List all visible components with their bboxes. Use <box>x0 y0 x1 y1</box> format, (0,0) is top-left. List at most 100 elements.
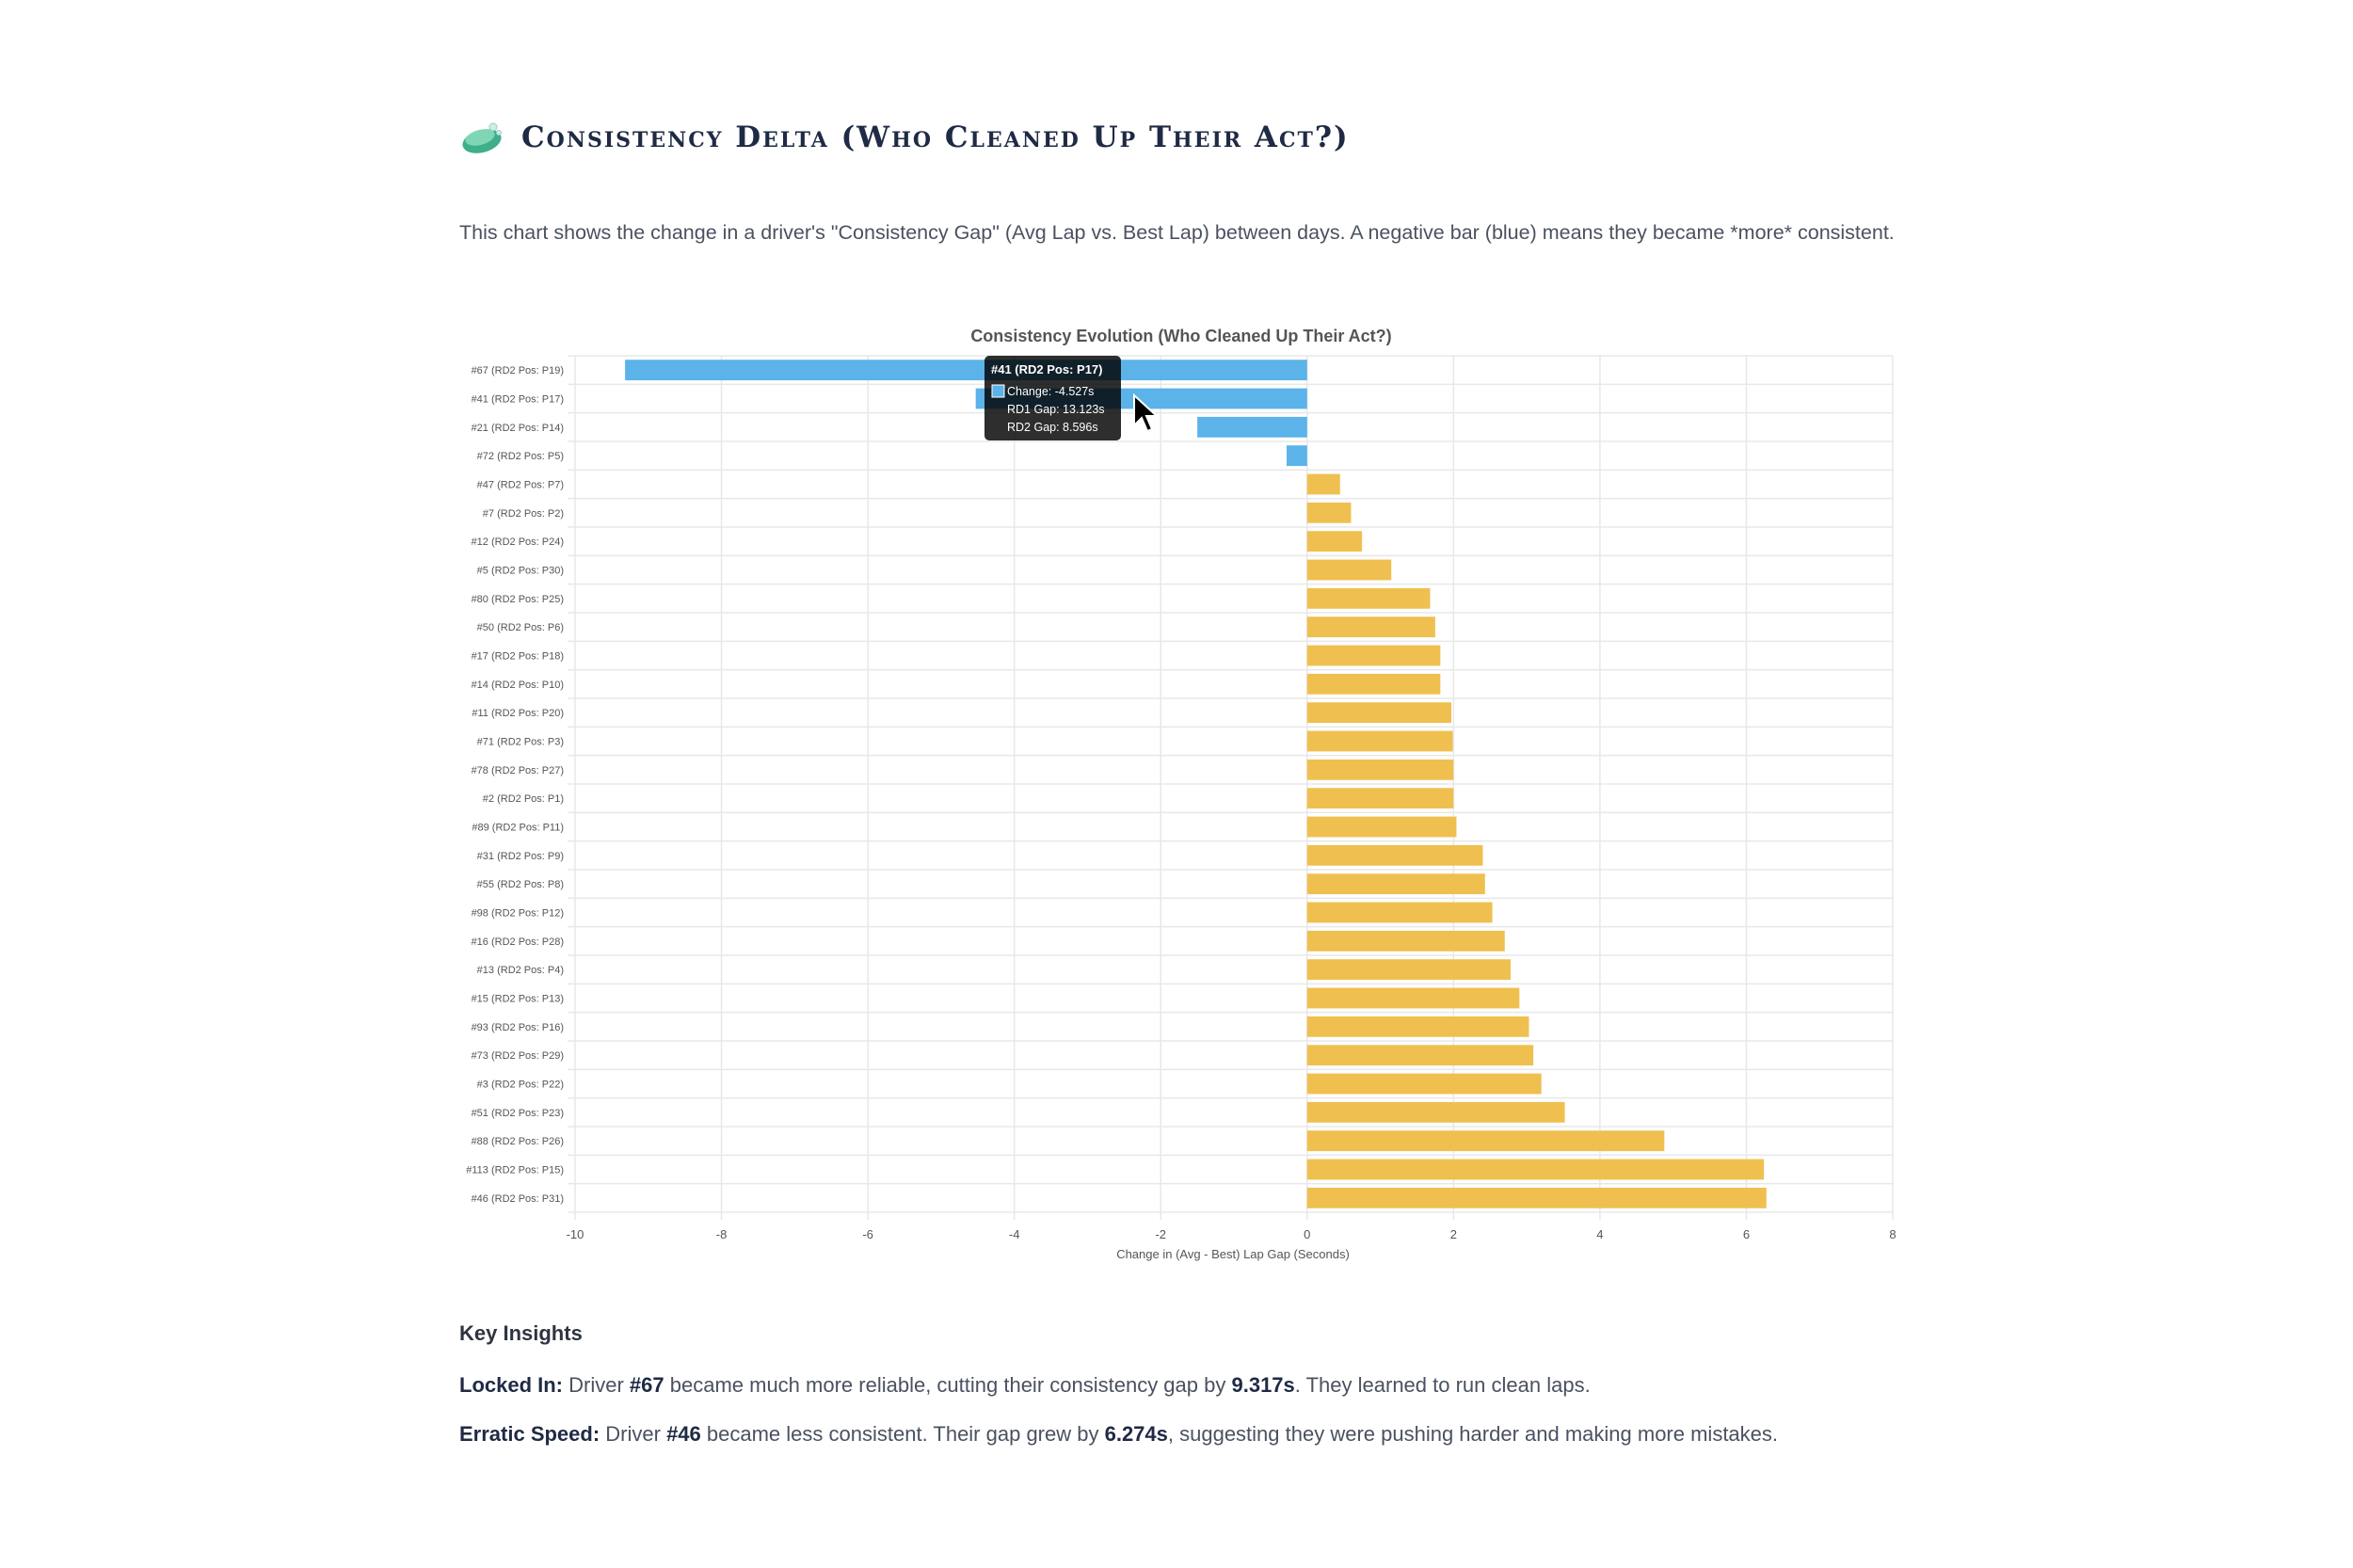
y-category-label: #51 (RD2 Pos: P23) <box>472 1108 564 1119</box>
y-category-label: #41 (RD2 Pos: P17) <box>472 394 564 406</box>
insight-label: Locked In: <box>459 1373 564 1397</box>
y-category-label: #16 (RD2 Pos: P28) <box>472 936 564 948</box>
y-category-label: #71 (RD2 Pos: P3) <box>477 737 564 748</box>
tooltip-line-change: Change: -4.527s <box>1007 385 1094 398</box>
y-category-label: #67 (RD2 Pos: P19) <box>472 365 564 376</box>
x-tick-label: -6 <box>862 1227 873 1241</box>
y-category-label: #88 (RD2 Pos: P26) <box>472 1136 564 1147</box>
x-tick-label: 2 <box>1450 1227 1457 1241</box>
bar <box>1306 987 1520 1009</box>
bar <box>1306 531 1363 552</box>
y-category-label: #11 (RD2 Pos: P20) <box>472 708 564 719</box>
section-title: Consistency Delta (Who Cleaned Up Their … <box>521 120 1350 154</box>
tooltip-line-rd1: RD1 Gap: 13.123s <box>1007 403 1105 416</box>
bar <box>1306 959 1511 981</box>
y-category-label: #46 (RD2 Pos: P31) <box>472 1193 564 1205</box>
section-description: This chart shows the change in a driver'… <box>459 221 1895 244</box>
chart-x-ticks: -10 -8 -6 -4 -2 0 2 4 6 8 <box>567 1227 1897 1241</box>
bar <box>1306 730 1453 752</box>
insight-label: Erratic Speed: <box>459 1422 600 1446</box>
insight-text: became much more reliable, cutting their… <box>664 1373 1232 1397</box>
chart-grid <box>568 355 1894 1220</box>
bar <box>1306 673 1441 695</box>
bar <box>1306 873 1485 895</box>
x-tick-label: -8 <box>716 1227 728 1241</box>
bar <box>1306 1045 1534 1066</box>
y-category-label: #93 (RD2 Pos: P16) <box>472 1022 564 1033</box>
chart-category-labels: #67 (RD2 Pos: P19) #41 (RD2 Pos: P17) #21 … <box>466 365 564 1205</box>
insights-heading: Key Insights <box>459 1321 583 1345</box>
insight-text: . They learned to run clean laps. <box>1294 1373 1591 1397</box>
y-category-label: #78 (RD2 Pos: P27) <box>472 765 564 776</box>
y-category-label: #12 (RD2 Pos: P24) <box>472 536 564 548</box>
driver-number: #46 <box>666 1422 701 1446</box>
y-category-label: #72 (RD2 Pos: P5) <box>477 451 564 462</box>
insight-text: Driver <box>600 1422 667 1446</box>
tooltip-box <box>984 356 1121 440</box>
bar <box>1306 788 1454 809</box>
bar <box>1306 1159 1765 1180</box>
y-category-label: #21 (RD2 Pos: P14) <box>472 423 564 434</box>
y-category-label: #80 (RD2 Pos: P25) <box>472 594 564 605</box>
insight-locked-in: Locked In: Driver #67 became much more r… <box>459 1372 1965 1399</box>
y-category-label: #17 (RD2 Pos: P18) <box>472 651 564 663</box>
bar <box>1306 587 1431 609</box>
y-category-label: #7 (RD2 Pos: P2) <box>483 508 564 520</box>
y-category-label: #2 (RD2 Pos: P1) <box>483 793 564 805</box>
y-category-label: #14 (RD2 Pos: P10) <box>472 680 564 691</box>
x-tick-label: -4 <box>1009 1227 1020 1241</box>
bar <box>1306 930 1505 952</box>
bar <box>1306 1101 1565 1123</box>
bar <box>1306 1130 1665 1152</box>
y-category-label: #113 (RD2 Pos: P15) <box>466 1165 564 1176</box>
x-tick-label: -2 <box>1155 1227 1166 1241</box>
x-tick-label: 6 <box>1743 1227 1750 1241</box>
gap-value: 9.317s <box>1231 1373 1295 1397</box>
bar <box>625 360 1307 381</box>
y-category-label: #3 (RD2 Pos: P22) <box>477 1080 564 1091</box>
y-category-label: #31 (RD2 Pos: P9) <box>477 851 564 862</box>
x-tick-label: 0 <box>1304 1227 1310 1241</box>
insight-text: Driver <box>563 1373 630 1397</box>
soap-icon <box>462 122 502 153</box>
insight-text: became less consistent. Their gap grew b… <box>700 1422 1105 1446</box>
bar <box>1306 844 1483 866</box>
bar <box>1306 1073 1542 1095</box>
bar <box>1306 559 1392 581</box>
insight-erratic-speed: Erratic Speed: Driver #46 became less co… <box>459 1421 1965 1448</box>
key-insights: Key Insights Locked In: Driver #67 becam… <box>459 1321 1965 1470</box>
tooltip-title: #41 (RD2 Pos: P17) <box>991 362 1103 376</box>
bar <box>1287 445 1307 467</box>
bar <box>1306 1187 1767 1208</box>
y-category-label: #98 (RD2 Pos: P12) <box>472 908 564 920</box>
driver-number: #67 <box>629 1373 664 1397</box>
bar <box>1197 416 1307 438</box>
y-category-label: #5 (RD2 Pos: P30) <box>477 566 564 577</box>
y-category-label: #47 (RD2 Pos: P7) <box>477 480 564 491</box>
chart-title: Consistency Evolution (Who Cleaned Up Th… <box>970 327 1391 345</box>
x-tick-label: 4 <box>1596 1227 1603 1241</box>
bar <box>1306 816 1457 838</box>
bar <box>1306 702 1451 724</box>
chart-tooltip: #41 (RD2 Pos: P17) Change: -4.527s RD1 G… <box>984 356 1121 440</box>
insight-text: , suggesting they were pushing harder an… <box>1167 1422 1779 1446</box>
chart-bars <box>625 360 1767 1208</box>
y-category-label: #15 (RD2 Pos: P13) <box>472 994 564 1005</box>
mouse-cursor-icon <box>1133 392 1160 433</box>
bar <box>1306 502 1352 523</box>
x-axis-label: Change in (Avg - Best) Lap Gap (Seconds) <box>1116 1247 1350 1261</box>
bar <box>1306 759 1454 780</box>
x-tick-label: -10 <box>567 1227 584 1241</box>
consistency-bar-chart[interactable]: Consistency Evolution (Who Cleaned Up Th… <box>452 318 1920 1278</box>
gap-value: 6.274s <box>1104 1422 1168 1446</box>
y-category-label: #13 (RD2 Pos: P4) <box>477 965 564 976</box>
bar <box>1306 1016 1529 1037</box>
y-category-label: #50 (RD2 Pos: P6) <box>477 622 564 633</box>
bar <box>1306 902 1493 923</box>
section-header: Consistency Delta (Who Cleaned Up Their … <box>459 119 1350 156</box>
y-category-label: #55 (RD2 Pos: P8) <box>477 879 564 890</box>
bar <box>1306 616 1435 638</box>
y-category-label: #73 (RD2 Pos: P29) <box>472 1050 564 1062</box>
tooltip-line-rd2: RD2 Gap: 8.596s <box>1007 421 1098 434</box>
bar <box>1306 645 1441 666</box>
